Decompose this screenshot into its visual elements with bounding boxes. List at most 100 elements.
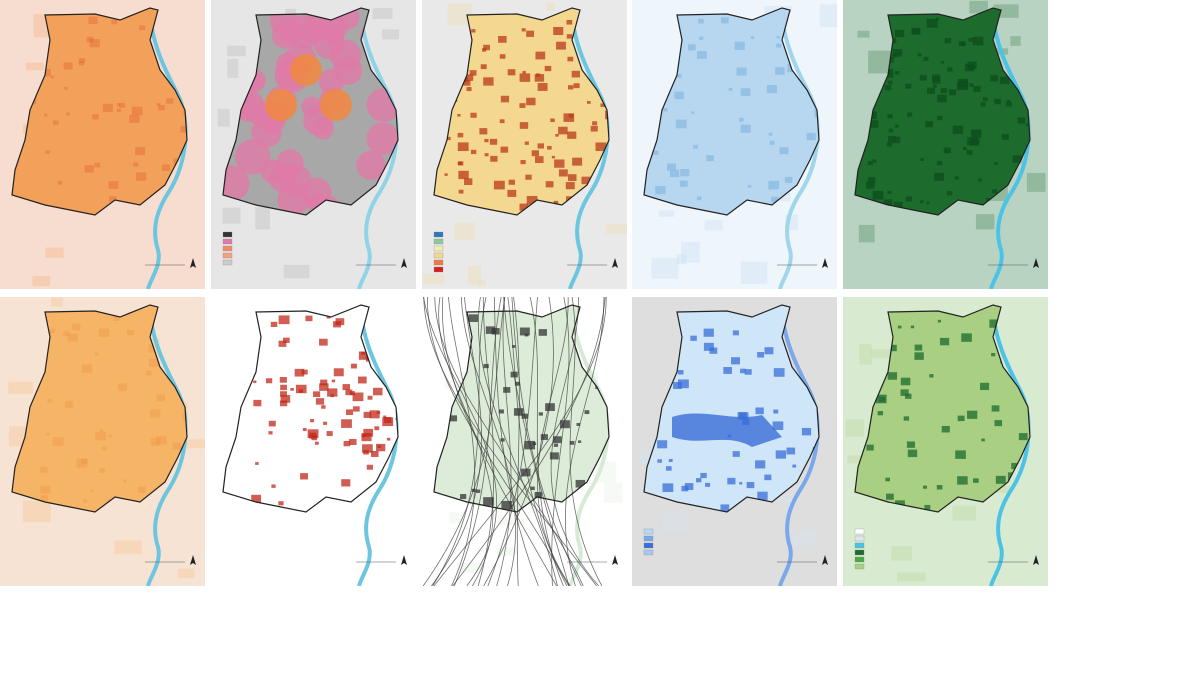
north-arrow-icon [1033, 555, 1039, 565]
map-panel-flood[interactable] [632, 297, 837, 586]
thematic-cell [567, 56, 574, 62]
thematic-layer [20, 16, 187, 215]
municipality-area [644, 8, 819, 215]
thematic-cell [764, 347, 774, 355]
thematic-cell [920, 158, 925, 162]
thematic-cell [773, 409, 779, 414]
thematic-cell [982, 97, 988, 102]
map-panel-heat-1[interactable] [0, 0, 205, 289]
thematic-cell [925, 121, 934, 128]
thematic-cell [342, 384, 351, 391]
map-panel-density[interactable] [211, 297, 416, 586]
service-radius [265, 89, 297, 121]
thematic-cell [1017, 117, 1026, 124]
thematic-cell [592, 121, 598, 126]
map-panel-buffer[interactable] [211, 0, 416, 289]
thematic-cell [906, 441, 915, 448]
thematic-cell [514, 381, 520, 386]
thematic-cell [468, 314, 479, 322]
thematic-cell [90, 489, 94, 493]
thematic-cell [691, 111, 695, 114]
thematic-cell [313, 391, 321, 398]
thematic-cell [345, 389, 353, 396]
map-panel-flow-lines[interactable] [422, 297, 627, 586]
thematic-cell [886, 142, 893, 147]
thematic-cell [940, 88, 947, 94]
thematic-cell [458, 189, 464, 194]
thematic-cell [350, 363, 357, 369]
thematic-cell [700, 472, 707, 479]
north-arrow-icon [822, 555, 828, 565]
municipality-area [12, 8, 187, 215]
land-patch [1010, 36, 1021, 46]
thematic-cell [903, 416, 910, 421]
thematic-cell [946, 191, 953, 196]
thematic-cell [471, 29, 476, 33]
thematic-cell [384, 417, 392, 423]
thematic-cell [555, 133, 559, 137]
map-panel-green-space[interactable] [843, 297, 1048, 586]
buffer-zone [235, 139, 271, 175]
thematic-cell [886, 493, 894, 500]
municipality-boundary [643, 304, 820, 513]
thematic-cell [948, 89, 957, 96]
thematic-cell [936, 160, 943, 166]
thematic-cell [911, 27, 920, 35]
thematic-cell [150, 409, 161, 418]
thematic-cell [535, 51, 546, 60]
thematic-cell [954, 176, 959, 180]
land-patch [177, 568, 195, 579]
legend-swatch [222, 238, 233, 245]
thematic-cell [133, 162, 139, 167]
thematic-cell [283, 337, 290, 343]
thematic-cell [573, 83, 580, 89]
thematic-cell [727, 477, 736, 485]
thematic-cell [156, 394, 165, 402]
land-patch [182, 439, 205, 449]
river [568, 304, 610, 586]
thematic-cell [265, 378, 273, 384]
thematic-cell [547, 145, 552, 150]
thematic-cell [590, 125, 598, 132]
thematic-cell [868, 120, 879, 128]
thematic-cell [892, 136, 901, 144]
thematic-cell [900, 377, 911, 386]
thematic-cell [866, 181, 875, 189]
thematic-cell [914, 352, 924, 360]
thematic-cell [775, 67, 785, 75]
thematic-cell [535, 156, 544, 164]
thematic-cell [537, 83, 548, 91]
municipality-area [223, 305, 398, 512]
thematic-cell [278, 501, 284, 506]
buffer-zone [260, 159, 285, 184]
thematic-cell [970, 129, 982, 138]
municipality-boundary [222, 7, 399, 216]
thematic-cell [376, 411, 381, 415]
thematic-cell [519, 103, 526, 108]
thematic-cell [172, 442, 182, 450]
thematic-cell [740, 368, 746, 374]
flow-line [550, 297, 600, 586]
land-patch [819, 4, 837, 28]
thematic-cell [483, 363, 489, 369]
map-panel-blue-gradient[interactable] [632, 0, 837, 289]
thematic-layer [657, 322, 819, 512]
thematic-cell [784, 176, 793, 183]
thematic-cell [483, 44, 491, 51]
thematic-cell [109, 196, 117, 202]
thematic-cell [295, 384, 307, 394]
map-panel-classified[interactable] [422, 0, 627, 289]
land-patch [222, 207, 241, 224]
thematic-cell [343, 440, 351, 447]
map-panel-green-cover[interactable] [843, 0, 1048, 289]
river [989, 7, 1031, 289]
thematic-cell [755, 407, 764, 415]
map-panel-heat-2[interactable] [0, 297, 205, 586]
thematic-cell [746, 481, 755, 489]
thematic-cell [361, 433, 372, 442]
thematic-cell [955, 450, 966, 459]
buffer-zone [301, 96, 322, 117]
thematic-cell [668, 458, 673, 463]
thematic-cell [524, 333, 529, 337]
buffer-zone [356, 150, 386, 180]
